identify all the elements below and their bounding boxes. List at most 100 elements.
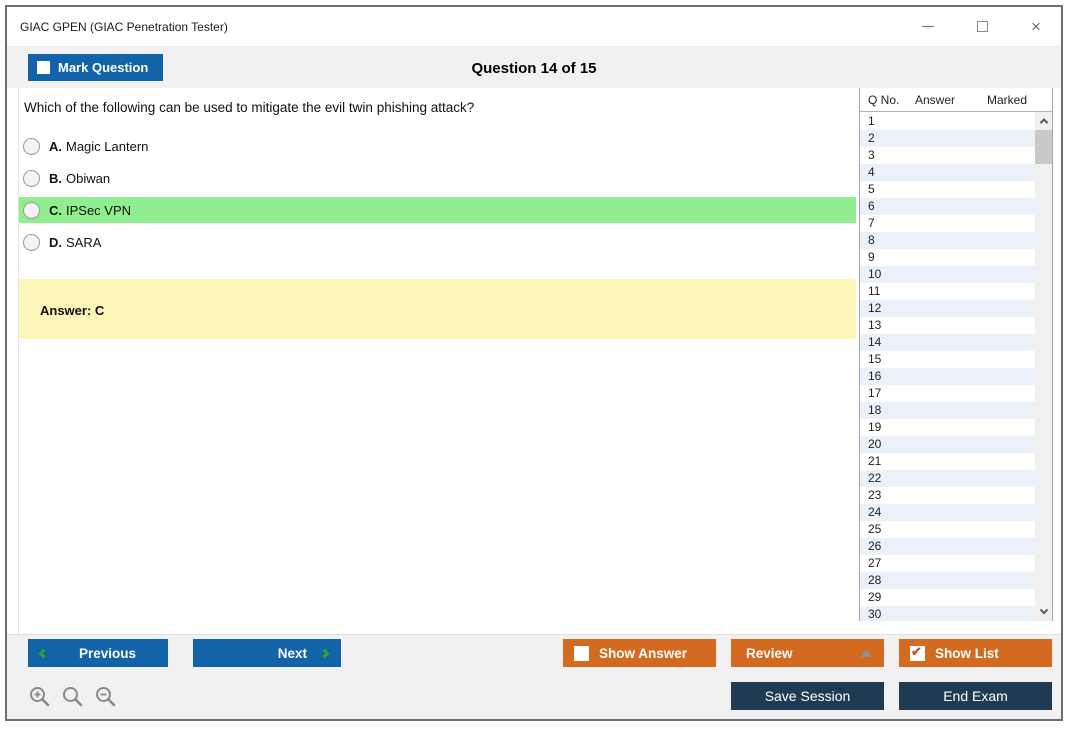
question-list-row[interactable]: 10 xyxy=(860,266,1035,283)
question-list-row[interactable]: 1 xyxy=(860,113,1035,130)
show-answer-label: Show Answer xyxy=(599,645,688,661)
zoom-out-icon[interactable] xyxy=(94,685,118,709)
scroll-up-button[interactable] xyxy=(1035,112,1052,129)
question-list-row[interactable]: 28 xyxy=(860,572,1035,589)
show-list-label: Show List xyxy=(935,645,999,661)
answer-text: Answer: C xyxy=(40,303,105,318)
option-b[interactable]: B. Obiwan xyxy=(19,165,856,191)
question-list-row[interactable]: 30 xyxy=(860,606,1035,621)
window-title: GIAC GPEN (GIAC Penetration Tester) xyxy=(20,19,228,34)
title-bar: GIAC GPEN (GIAC Penetration Tester) × xyxy=(7,7,1061,46)
mark-question-checkbox[interactable] xyxy=(37,61,50,74)
question-list-row[interactable]: 12 xyxy=(860,300,1035,317)
option-d[interactable]: D. SARA xyxy=(19,229,856,255)
show-list-button[interactable]: Show List xyxy=(899,639,1052,667)
review-label: Review xyxy=(746,645,793,661)
option-b-radio[interactable] xyxy=(23,169,40,187)
question-list-header: Q No. Answer Marked xyxy=(860,88,1052,112)
column-header-marked: Marked xyxy=(987,92,1028,107)
options-list: A. Magic Lantern B. Obiwan C. IPSec VPN … xyxy=(19,133,856,255)
question-list-row[interactable]: 14 xyxy=(860,334,1035,351)
answer-box: Answer: C xyxy=(19,279,856,339)
question-list-row[interactable]: 24 xyxy=(860,504,1035,521)
footer-toolbar: Previous Next Show Answer Review Show Li… xyxy=(7,634,1061,719)
question-counter: Question 14 of 15 xyxy=(471,59,597,77)
zoom-controls xyxy=(28,685,118,709)
save-session-button[interactable]: Save Session xyxy=(731,682,884,710)
question-list-row[interactable]: 11 xyxy=(860,283,1035,300)
question-list-row[interactable]: 29 xyxy=(860,589,1035,606)
question-list-row[interactable]: 6 xyxy=(860,198,1035,215)
mark-question-label: Mark Question xyxy=(58,60,149,75)
question-list-row[interactable]: 16 xyxy=(860,368,1035,385)
end-exam-button[interactable]: End Exam xyxy=(899,682,1052,710)
question-list-row[interactable]: 3 xyxy=(860,147,1035,164)
end-exam-label: End Exam xyxy=(943,688,1008,704)
option-text: Magic Lantern xyxy=(66,138,149,154)
question-list-row[interactable]: 27 xyxy=(860,555,1035,572)
show-answer-checkbox[interactable] xyxy=(574,645,589,661)
chevron-right-icon xyxy=(319,648,330,658)
option-text: IPSec VPN xyxy=(66,202,132,218)
question-list-row[interactable]: 8 xyxy=(860,232,1035,249)
option-c-radio[interactable] xyxy=(23,201,40,219)
question-list-row[interactable]: 26 xyxy=(860,538,1035,555)
question-list-row[interactable]: 21 xyxy=(860,453,1035,470)
window-controls: × xyxy=(915,7,1049,46)
option-text: SARA xyxy=(66,234,102,250)
question-list: 1 2 3 4 5 6 7 8 9 10 11 12 13 14 15 16 17 18 19 20 21 22 23 24 2… xyxy=(860,112,1052,621)
option-letter: C. xyxy=(49,202,62,218)
previous-label: Previous xyxy=(78,645,137,661)
mark-question-button[interactable]: Mark Question xyxy=(28,54,163,81)
question-list-row[interactable]: 18 xyxy=(860,402,1035,419)
column-header-answer: Answer xyxy=(915,92,956,107)
question-list-row[interactable]: 20 xyxy=(860,436,1035,453)
option-a[interactable]: A. Magic Lantern xyxy=(19,133,856,159)
scroll-down-button[interactable] xyxy=(1035,604,1052,621)
option-d-radio[interactable] xyxy=(23,233,40,251)
maximize-button[interactable] xyxy=(969,14,995,40)
main-area: Which of the following can be used to mi… xyxy=(7,88,1061,634)
exam-window: GIAC GPEN (GIAC Penetration Tester) × Ma… xyxy=(5,5,1063,721)
question-list-row[interactable]: 9 xyxy=(860,249,1035,266)
close-button[interactable]: × xyxy=(1023,14,1049,40)
scrollbar-thumb[interactable] xyxy=(1035,130,1052,164)
minimize-button[interactable] xyxy=(915,14,941,40)
show-answer-button[interactable]: Show Answer xyxy=(563,639,716,667)
question-list-row[interactable]: 25 xyxy=(860,521,1035,538)
top-toolbar: Mark Question Question 14 of 15 xyxy=(7,46,1061,88)
question-list-rows: 1 2 3 4 5 6 7 8 9 10 11 12 13 14 15 16 17 18 19 20 21 22 23 24 2… xyxy=(860,113,1035,621)
question-list-row[interactable]: 15 xyxy=(860,351,1035,368)
question-list-row[interactable]: 7 xyxy=(860,215,1035,232)
question-list-row[interactable]: 17 xyxy=(860,385,1035,402)
triangle-up-icon xyxy=(860,649,872,657)
zoom-in-icon[interactable] xyxy=(28,685,52,709)
show-list-checkbox[interactable] xyxy=(910,644,925,661)
next-button[interactable]: Next xyxy=(193,639,341,667)
save-session-label: Save Session xyxy=(764,688,851,704)
review-button[interactable]: Review xyxy=(731,639,884,667)
question-list-row[interactable]: 23 xyxy=(860,487,1035,504)
option-letter: A. xyxy=(49,138,62,154)
question-area: Which of the following can be used to mi… xyxy=(18,88,856,634)
option-a-radio[interactable] xyxy=(23,137,40,155)
minimize-icon xyxy=(922,26,934,27)
question-list-row[interactable]: 5 xyxy=(860,181,1035,198)
question-list-row[interactable]: 2 xyxy=(860,130,1035,147)
option-c[interactable]: C. IPSec VPN xyxy=(19,197,856,223)
question-list-row[interactable]: 13 xyxy=(860,317,1035,334)
chevron-up-icon xyxy=(1039,117,1048,127)
maximize-icon xyxy=(976,21,988,32)
previous-button[interactable]: Previous xyxy=(28,639,168,667)
next-label: Next xyxy=(277,645,307,661)
option-letter: D. xyxy=(49,234,62,250)
zoom-reset-icon[interactable] xyxy=(61,685,85,709)
question-list-scrollbar[interactable] xyxy=(1035,112,1052,621)
chevron-down-icon xyxy=(1039,605,1048,614)
question-list-row[interactable]: 4 xyxy=(860,164,1035,181)
question-list-row[interactable]: 22 xyxy=(860,470,1035,487)
column-header-qno: Q No. xyxy=(868,92,900,107)
question-text: Which of the following can be used to mi… xyxy=(24,100,475,115)
question-list-row[interactable]: 19 xyxy=(860,419,1035,436)
question-list-panel: Q No. Answer Marked 1 2 3 4 5 6 7 8 9 10 11 12 13 14 1… xyxy=(859,88,1053,621)
